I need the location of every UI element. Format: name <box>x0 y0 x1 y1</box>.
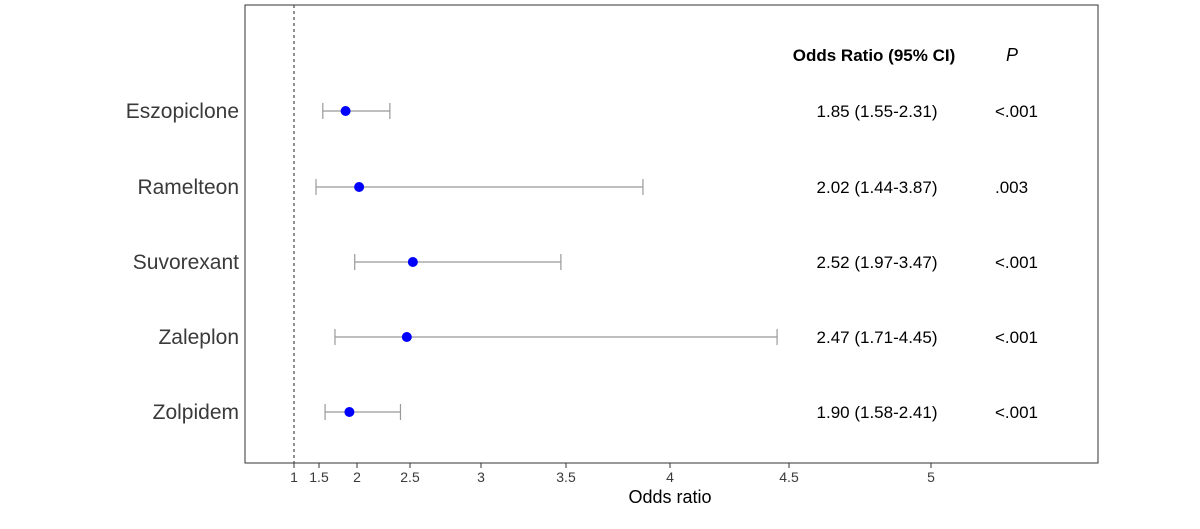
x-tick-label: 2 <box>353 469 361 485</box>
category-label: Suvorexant <box>133 251 239 274</box>
category-label: Zolpidem <box>153 401 239 424</box>
odds-ratio-point <box>354 182 365 192</box>
odds-ratio-point <box>401 332 412 342</box>
or-ci-value: 2.52 (1.97-3.47) <box>817 253 938 272</box>
x-tick-label: 4.5 <box>779 469 799 485</box>
ci-bar <box>315 179 644 195</box>
x-tick-label: 1.5 <box>309 469 329 485</box>
odds-ratio-point <box>407 257 418 267</box>
or-ci-value: 2.47 (1.71-4.45) <box>817 328 938 347</box>
odds-ratio-point <box>344 407 355 417</box>
category-label: Zaleplon <box>158 326 239 349</box>
x-axis-title: Odds ratio <box>628 487 711 507</box>
ci-bar <box>322 103 391 119</box>
odds-ratio-point <box>340 106 351 116</box>
p-value: <.001 <box>995 403 1038 422</box>
p-column-header: P <box>1006 45 1018 65</box>
ci-bar <box>334 329 778 345</box>
x-tick-label: 5 <box>927 469 935 485</box>
or-ci-value: 1.85 (1.55-2.31) <box>817 102 938 121</box>
or-ci-value: 2.02 (1.44-3.87) <box>817 178 938 197</box>
x-tick-label: 1 <box>290 469 298 485</box>
p-value: <.001 <box>995 102 1038 121</box>
p-value: <.001 <box>995 253 1038 272</box>
p-value: <.001 <box>995 328 1038 347</box>
or-column-header: Odds Ratio (95% CI) <box>793 46 955 65</box>
x-tick-label: 3.5 <box>556 469 576 485</box>
ci-bar <box>324 404 402 420</box>
x-tick-label: 3 <box>477 469 485 485</box>
category-label: Ramelteon <box>137 176 239 199</box>
plot-panel <box>244 4 1099 464</box>
p-value: .003 <box>995 178 1028 197</box>
x-tick-label: 2.5 <box>400 469 420 485</box>
ci-bar <box>354 254 562 270</box>
x-tick-label: 4 <box>666 469 674 485</box>
category-label: Eszopiclone <box>126 100 239 123</box>
or-ci-value: 1.90 (1.58-2.41) <box>817 403 938 422</box>
